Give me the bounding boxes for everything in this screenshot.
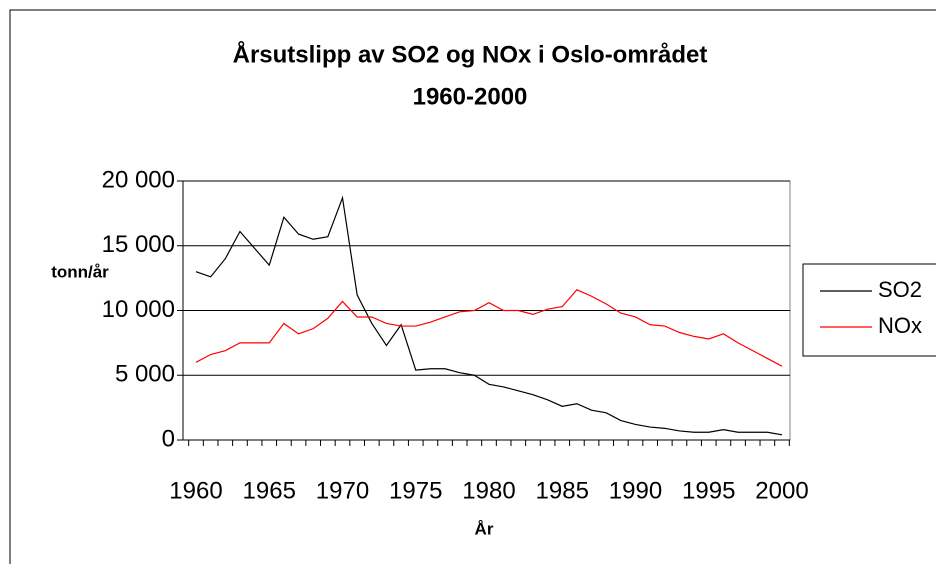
x-tick-label: 1985 [536,477,589,504]
chart-title: 1960-2000 [413,83,528,110]
y-tick-label: 5 000 [115,361,175,388]
y-tick-label: 0 [162,425,175,452]
x-tick-label: 1975 [389,477,442,504]
x-tick-label: 2000 [755,477,808,504]
legend-label: SO2 [878,277,922,302]
x-tick-label: 1980 [462,477,515,504]
legend [802,263,936,357]
x-tick-label: 1995 [682,477,735,504]
data-line [195,195,783,436]
x-tick-label: 1970 [316,477,369,504]
legend-label: NOx [878,313,922,338]
x-tick-label: 1960 [169,477,222,504]
y-tick-label: 20 000 [102,166,175,193]
y-tick-label: 15 000 [102,231,175,258]
chart-border [9,9,936,564]
y-tick-label: 10 000 [102,296,175,323]
y-axis-label: tonn/år [51,262,109,281]
chart-title: Årsutslipp av SO2 og NOx i Oslo-området [233,40,708,68]
x-tick-label: 1990 [609,477,662,504]
x-tick-label: 1965 [243,477,296,504]
data-line [195,289,783,367]
x-axis-label: År [475,519,494,538]
